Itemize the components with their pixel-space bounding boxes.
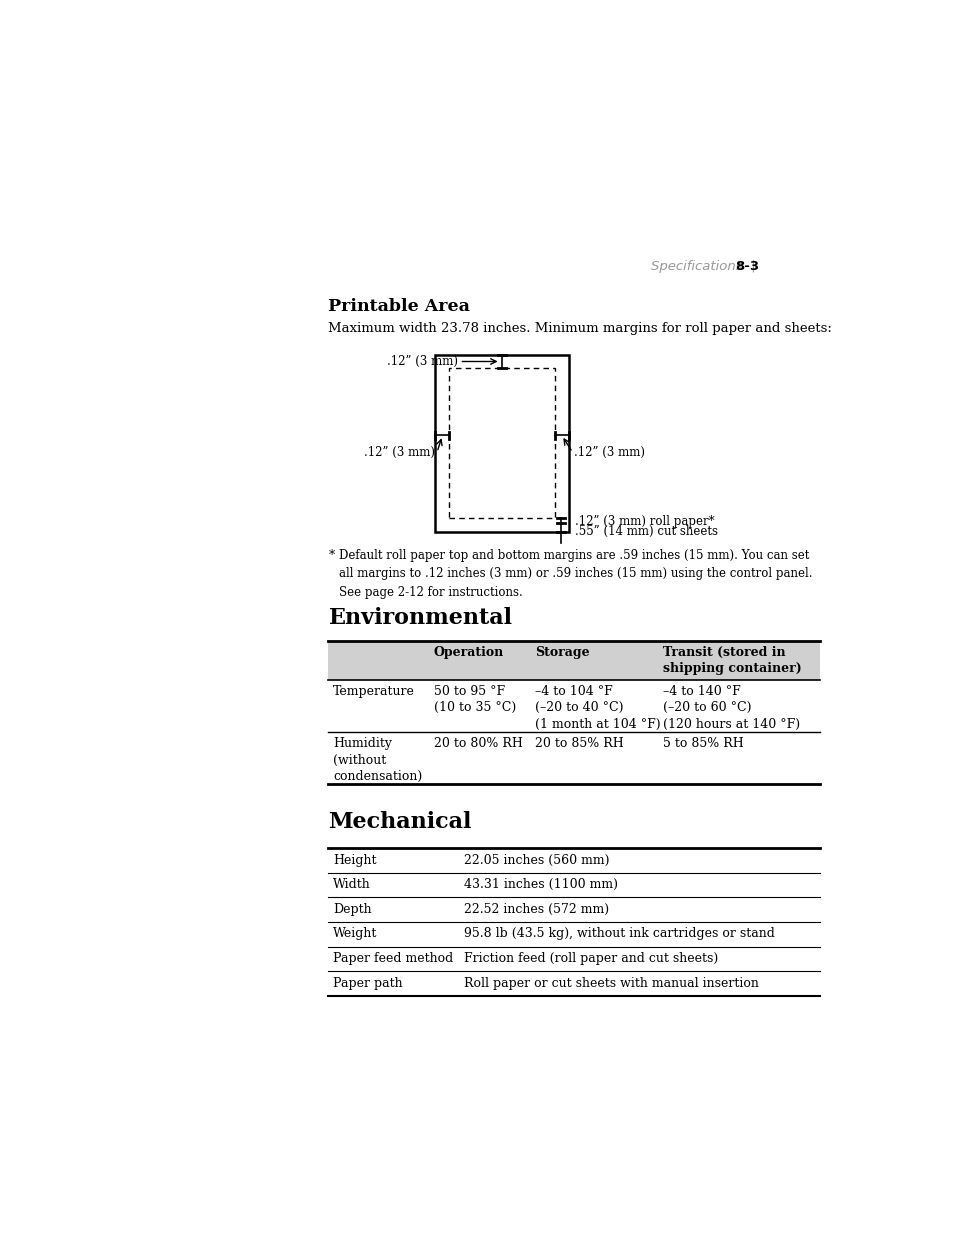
Text: Mechanical: Mechanical bbox=[328, 811, 472, 834]
Text: Operation: Operation bbox=[434, 646, 503, 659]
Bar bbox=[449, 368, 555, 517]
Text: Maximum width 23.78 inches. Minimum margins for roll paper and sheets:: Maximum width 23.78 inches. Minimum marg… bbox=[328, 322, 832, 335]
Text: Friction feed (roll paper and cut sheets): Friction feed (roll paper and cut sheets… bbox=[464, 952, 718, 965]
Text: 95.8 lb (43.5 kg), without ink cartridges or stand: 95.8 lb (43.5 kg), without ink cartridge… bbox=[464, 927, 774, 940]
Text: .55” (14 mm) cut sheets: .55” (14 mm) cut sheets bbox=[575, 525, 718, 538]
Text: Printable Area: Printable Area bbox=[328, 298, 470, 315]
Bar bbox=[328, 641, 819, 679]
Text: Paper feed method: Paper feed method bbox=[333, 952, 453, 965]
Text: Roll paper or cut sheets with manual insertion: Roll paper or cut sheets with manual ins… bbox=[464, 977, 759, 989]
Text: Default roll paper top and bottom margins are .59 inches (15 mm). You can set
al: Default roll paper top and bottom margin… bbox=[338, 548, 811, 599]
Text: 43.31 inches (1100 mm): 43.31 inches (1100 mm) bbox=[464, 878, 618, 892]
Bar bbox=[435, 354, 568, 531]
Text: Transit (stored in
shipping container): Transit (stored in shipping container) bbox=[661, 646, 801, 676]
Text: Storage: Storage bbox=[534, 646, 589, 659]
Text: .12” (3 mm): .12” (3 mm) bbox=[574, 446, 644, 459]
Text: 20 to 80% RH: 20 to 80% RH bbox=[434, 737, 522, 750]
Text: *: * bbox=[328, 548, 335, 562]
Text: Width: Width bbox=[333, 878, 371, 892]
Text: 5 to 85% RH: 5 to 85% RH bbox=[661, 737, 742, 750]
Text: .12” (3 mm): .12” (3 mm) bbox=[387, 354, 457, 368]
Text: 8-3: 8-3 bbox=[735, 259, 759, 273]
Text: Environmental: Environmental bbox=[328, 608, 512, 629]
Text: Weight: Weight bbox=[333, 927, 377, 940]
Text: Humidity
(without
condensation): Humidity (without condensation) bbox=[333, 737, 422, 783]
Text: Temperature: Temperature bbox=[333, 685, 415, 698]
Text: Paper path: Paper path bbox=[333, 977, 402, 989]
Text: 22.05 inches (560 mm): 22.05 inches (560 mm) bbox=[464, 853, 609, 867]
Text: –4 to 104 °F
(–20 to 40 °C)
(1 month at 104 °F): –4 to 104 °F (–20 to 40 °C) (1 month at … bbox=[534, 685, 659, 731]
Text: 20 to 85% RH: 20 to 85% RH bbox=[534, 737, 622, 750]
Text: Specifications  |: Specifications | bbox=[650, 259, 763, 273]
Text: –4 to 140 °F
(–20 to 60 °C)
(120 hours at 140 °F): –4 to 140 °F (–20 to 60 °C) (120 hours a… bbox=[661, 685, 799, 731]
Text: .12” (3 mm) roll paper*: .12” (3 mm) roll paper* bbox=[575, 515, 714, 527]
Text: Depth: Depth bbox=[333, 903, 372, 916]
Text: .12” (3 mm): .12” (3 mm) bbox=[364, 446, 435, 459]
Text: 22.52 inches (572 mm): 22.52 inches (572 mm) bbox=[464, 903, 609, 916]
Text: Height: Height bbox=[333, 853, 376, 867]
Text: 50 to 95 °F
(10 to 35 °C): 50 to 95 °F (10 to 35 °C) bbox=[434, 685, 516, 714]
